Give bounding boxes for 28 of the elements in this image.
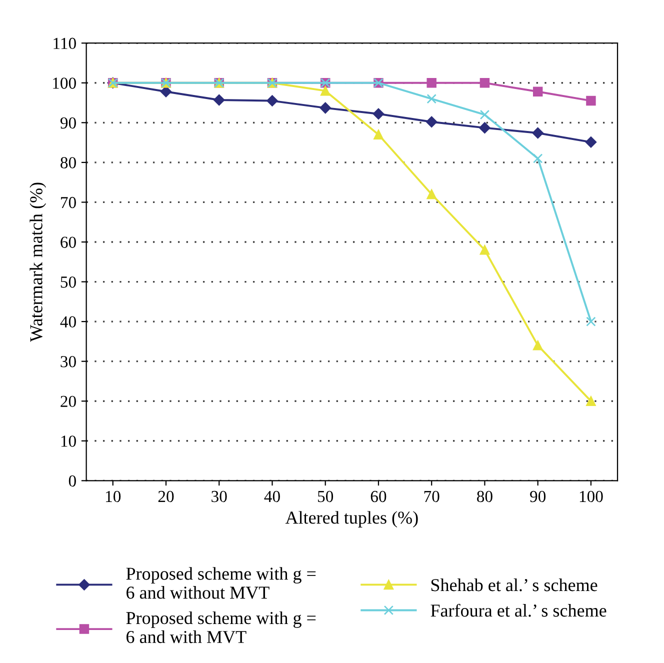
- x-tick-label: 60: [370, 490, 386, 502]
- y-tick-label: 90: [60, 117, 76, 129]
- x-tick-label: 40: [264, 490, 280, 502]
- y-tick-label: 0: [68, 475, 76, 487]
- x-tick-label: 20: [158, 490, 174, 502]
- y-tick-label: 30: [60, 356, 76, 368]
- legend-label: Proposed scheme with g = 6 and with MVT: [126, 611, 316, 644]
- legend-label: Shehab et al.’ s scheme: [431, 578, 598, 592]
- legend-label: Proposed scheme with g = 6 and without MVT: [126, 567, 316, 599]
- y-tick-label: 70: [61, 196, 76, 208]
- x-tick-label: 30: [212, 490, 227, 502]
- y-tick-label: 40: [60, 316, 76, 328]
- x-axis-title: Altered tuples (%): [285, 511, 418, 528]
- y-axis-title: Watermark match (%): [30, 182, 46, 342]
- y-tick-label: 20: [60, 396, 76, 408]
- y-tick-label: 100: [53, 78, 76, 89]
- y-tick-label: 10: [61, 436, 76, 447]
- x-tick-label: 70: [424, 490, 440, 502]
- x-tick-label: 50: [318, 490, 334, 502]
- x-tick-label: 80: [477, 490, 492, 502]
- y-tick-label: 110: [54, 38, 76, 50]
- y-tick-label: 60: [60, 236, 76, 248]
- y-tick-label: 50: [60, 276, 76, 288]
- x-tick-label: 100: [580, 490, 603, 502]
- legend-label: Farfoura et al.’ s scheme: [430, 604, 606, 617]
- x-tick-label: 10: [106, 490, 121, 502]
- y-tick-label: 80: [60, 157, 76, 168]
- x-tick-label: 90: [530, 490, 546, 502]
